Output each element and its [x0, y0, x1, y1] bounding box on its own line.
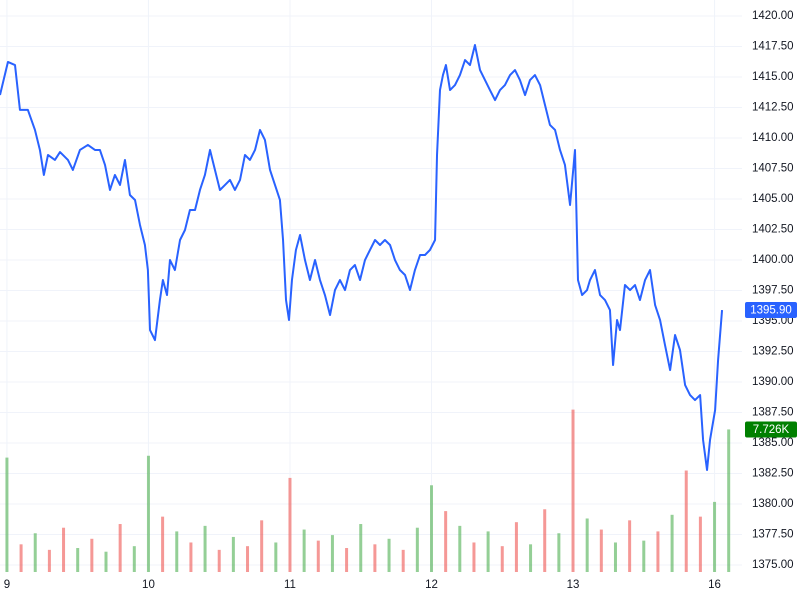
volume-bar: [472, 542, 476, 572]
volume-bar: [698, 516, 702, 572]
volume-bar: [529, 544, 533, 572]
volume-bar: [656, 531, 660, 572]
y-tick-label: 1377.50: [752, 529, 794, 541]
volume-bar: [90, 538, 94, 572]
y-tick-label: 1387.50: [752, 407, 794, 419]
volume-bar: [585, 518, 589, 572]
y-tick-label: 1410.00: [752, 132, 794, 144]
volume-bar: [543, 509, 547, 572]
y-tick-label: 1407.50: [752, 163, 794, 175]
volume-bar: [288, 477, 292, 572]
last-volume-tag: [745, 421, 797, 438]
volume-bar: [500, 546, 504, 572]
volume-bar: [359, 524, 363, 572]
volume-bar: [330, 535, 334, 572]
volume-bar: [727, 429, 731, 572]
volume-bar: [132, 546, 136, 572]
x-tick-label: 16: [708, 579, 721, 591]
x-tick-label: 10: [142, 579, 155, 591]
volume-bar: [33, 533, 37, 572]
volume-bar: [458, 525, 462, 572]
volume-bar: [118, 524, 122, 572]
volume-bar: [613, 542, 617, 572]
volume-bar: [274, 542, 278, 572]
volume-bar: [599, 529, 603, 572]
volume-bar: [514, 522, 518, 572]
y-tick-label: 1405.00: [752, 193, 794, 205]
volume-bar: [47, 549, 51, 572]
y-tick-label: 1400.00: [752, 254, 794, 266]
volume-bar: [62, 527, 66, 572]
y-tick-label: 1382.50: [752, 468, 794, 480]
volume-bar: [76, 548, 80, 572]
volume-bar: [260, 520, 264, 572]
volume-bar: [189, 542, 193, 572]
last-price-tag: [745, 302, 797, 319]
volume-bar: [571, 409, 575, 572]
x-tick-label: 11: [284, 579, 296, 591]
y-tick-label: 1415.00: [752, 71, 794, 83]
volume-bar: [486, 531, 490, 572]
y-tick-label: 1420.00: [752, 10, 794, 22]
volume-bar: [203, 525, 207, 572]
volume-bar: [175, 531, 179, 572]
y-tick-label: 1412.50: [752, 102, 794, 114]
x-tick-label: 12: [425, 579, 438, 591]
volume-bar: [246, 546, 250, 572]
y-tick-label: 1417.50: [752, 41, 794, 53]
y-tick-label: 1375.00: [752, 559, 794, 571]
volume-bar: [345, 548, 349, 572]
volume-bar: [415, 527, 419, 572]
volume-bar: [217, 549, 221, 572]
volume-bar: [401, 549, 405, 572]
volume-bar: [316, 540, 320, 572]
volume-bar: [713, 501, 717, 572]
volume-bar: [302, 529, 306, 572]
volume-bar: [684, 470, 688, 572]
volume-bar: [146, 455, 150, 572]
y-tick-label: 1395.00: [752, 315, 794, 327]
last-price-label: 1395.90: [750, 305, 792, 317]
volume-bar: [557, 533, 561, 572]
last-volume-label: 7.726K: [753, 424, 790, 436]
volume-bar: [670, 514, 674, 572]
x-tick-label: 9: [4, 579, 10, 591]
volume-bar: [161, 516, 165, 572]
volume-bar: [373, 544, 377, 572]
volume-bar: [387, 538, 391, 572]
y-tick-label: 1380.00: [752, 498, 794, 510]
y-tick-label: 1397.50: [752, 285, 794, 297]
volume-bar: [104, 551, 108, 572]
y-tick-label: 1390.00: [752, 376, 794, 388]
x-tick-label: 13: [567, 579, 580, 591]
y-tick-label: 1402.50: [752, 224, 794, 236]
y-tick-label: 1385.00: [752, 437, 794, 449]
volume-bar: [231, 536, 235, 572]
volume-bar: [628, 520, 632, 572]
volume-bar: [19, 544, 23, 572]
volume-bar: [444, 511, 448, 572]
price-line: [0, 44, 724, 471]
y-tick-label: 1392.50: [752, 346, 794, 358]
volume-bar: [5, 457, 9, 572]
volume-bar: [430, 485, 434, 572]
volume-bar: [642, 540, 646, 572]
